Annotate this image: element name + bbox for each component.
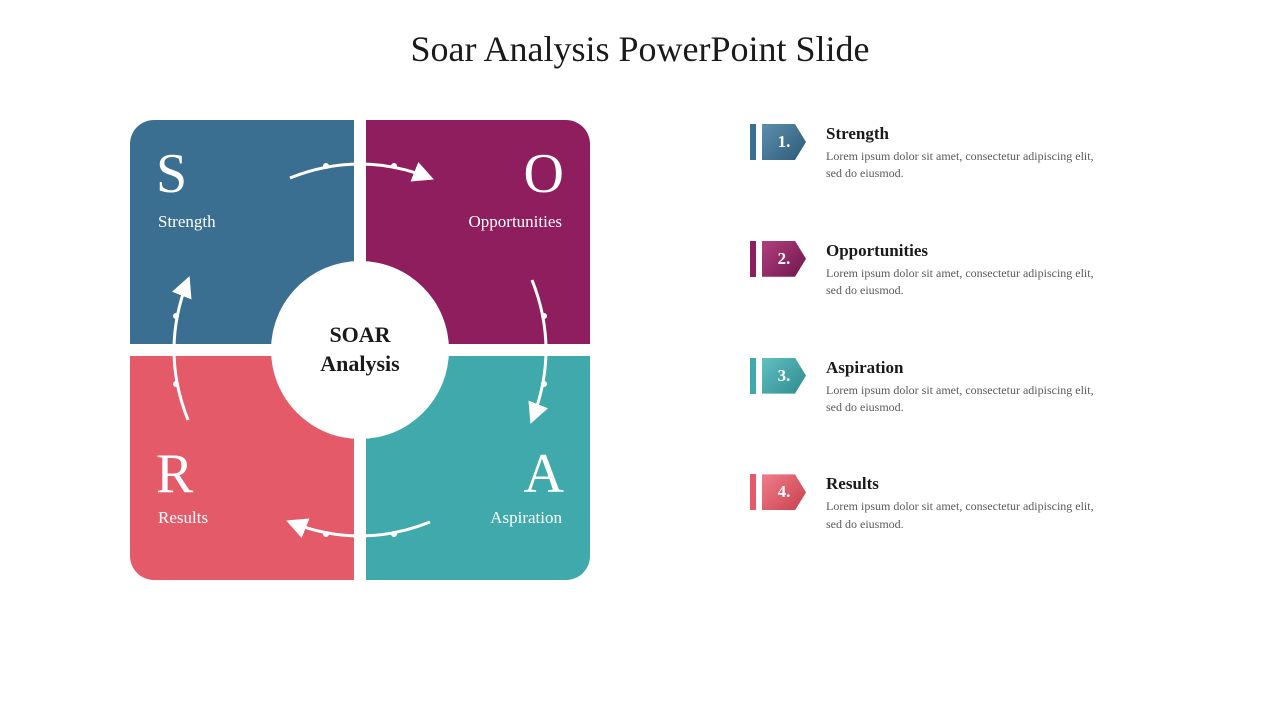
quadrant-letter: O bbox=[524, 142, 564, 206]
item-title: Results bbox=[826, 474, 1096, 494]
badge-bar bbox=[750, 474, 756, 510]
item-text: Aspiration Lorem ipsum dolor sit amet, c… bbox=[826, 358, 1096, 417]
soar-diagram: S Strength O Opportunities A Aspiration … bbox=[130, 120, 590, 580]
item-desc: Lorem ipsum dolor sit amet, consectetur … bbox=[826, 382, 1096, 417]
item-text: Results Lorem ipsum dolor sit amet, cons… bbox=[826, 474, 1096, 533]
slide-title: Soar Analysis PowerPoint Slide bbox=[0, 0, 1280, 70]
badge-number: 1. bbox=[778, 132, 791, 152]
badge-arrow: 2. bbox=[762, 241, 806, 277]
item-text: Strength Lorem ipsum dolor sit amet, con… bbox=[826, 124, 1096, 183]
badge-number: 2. bbox=[778, 249, 791, 269]
quadrant-label: Strength bbox=[158, 212, 216, 232]
quadrant-letter: S bbox=[156, 142, 187, 206]
badge-number: 4. bbox=[778, 482, 791, 502]
content-area: S Strength O Opportunities A Aspiration … bbox=[0, 70, 1280, 580]
center-line2: Analysis bbox=[320, 350, 399, 379]
item-desc: Lorem ipsum dolor sit amet, consectetur … bbox=[826, 498, 1096, 533]
center-line1: SOAR bbox=[329, 321, 390, 350]
list-item: 1. Strength Lorem ipsum dolor sit amet, … bbox=[750, 124, 1200, 183]
badge-arrow: 3. bbox=[762, 358, 806, 394]
badge: 3. bbox=[750, 358, 806, 394]
list-item: 2. Opportunities Lorem ipsum dolor sit a… bbox=[750, 241, 1200, 300]
badge-bar bbox=[750, 241, 756, 277]
quadrant-label: Opportunities bbox=[469, 212, 563, 232]
badge-bar bbox=[750, 124, 756, 160]
badge: 4. bbox=[750, 474, 806, 510]
item-text: Opportunities Lorem ipsum dolor sit amet… bbox=[826, 241, 1096, 300]
list-item: 4. Results Lorem ipsum dolor sit amet, c… bbox=[750, 474, 1200, 533]
badge: 2. bbox=[750, 241, 806, 277]
center-circle: SOAR Analysis bbox=[271, 261, 449, 439]
item-desc: Lorem ipsum dolor sit amet, consectetur … bbox=[826, 265, 1096, 300]
item-list: 1. Strength Lorem ipsum dolor sit amet, … bbox=[590, 120, 1200, 580]
item-title: Opportunities bbox=[826, 241, 1096, 261]
quadrant-label: Aspiration bbox=[490, 508, 562, 528]
list-item: 3. Aspiration Lorem ipsum dolor sit amet… bbox=[750, 358, 1200, 417]
badge: 1. bbox=[750, 124, 806, 160]
badge-number: 3. bbox=[778, 366, 791, 386]
quadrant-label: Results bbox=[158, 508, 208, 528]
badge-arrow: 4. bbox=[762, 474, 806, 510]
badge-arrow: 1. bbox=[762, 124, 806, 160]
quadrant-letter: A bbox=[524, 442, 564, 506]
item-title: Strength bbox=[826, 124, 1096, 144]
item-desc: Lorem ipsum dolor sit amet, consectetur … bbox=[826, 148, 1096, 183]
quadrant-letter: R bbox=[156, 442, 193, 506]
badge-bar bbox=[750, 358, 756, 394]
item-title: Aspiration bbox=[826, 358, 1096, 378]
